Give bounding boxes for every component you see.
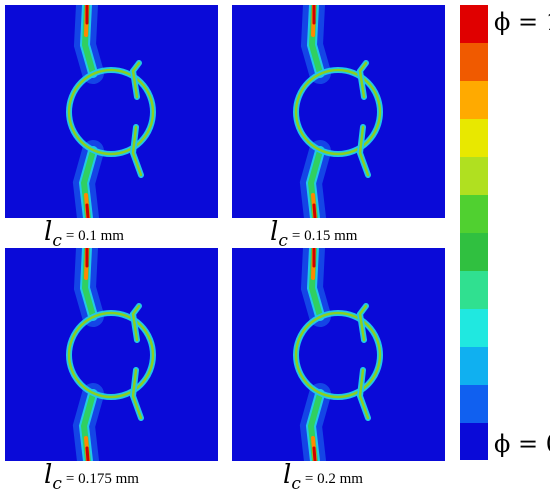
caption: lc = 0.1 mm	[44, 217, 124, 251]
colorbar-bottom-label: ϕ = 0	[494, 430, 550, 458]
caption-symbol: l	[44, 460, 52, 490]
colorbar-top-label: ϕ = 1	[494, 8, 550, 36]
contour-plot	[232, 5, 445, 218]
caption-symbol: l	[283, 460, 291, 490]
contour-plot	[5, 5, 218, 218]
caption-symbol: l	[270, 217, 278, 247]
caption: lc = 0.175 mm	[44, 460, 139, 493]
caption-subscript: c	[52, 231, 62, 251]
caption-value: = 0.1 mm	[66, 228, 124, 244]
caption-subscript: c	[52, 474, 62, 493]
caption-value: = 0.175 mm	[66, 471, 139, 487]
contour-plot	[232, 248, 445, 461]
caption: lc = 0.15 mm	[270, 217, 358, 251]
caption: lc = 0.2 mm	[283, 460, 363, 493]
caption-value: = 0.15 mm	[292, 228, 358, 244]
caption-subscript: c	[278, 231, 288, 251]
contour-plot	[5, 248, 218, 461]
caption-symbol: l	[44, 217, 52, 247]
colorbar	[460, 5, 488, 460]
caption-subscript: c	[291, 474, 301, 493]
caption-value: = 0.2 mm	[305, 471, 363, 487]
